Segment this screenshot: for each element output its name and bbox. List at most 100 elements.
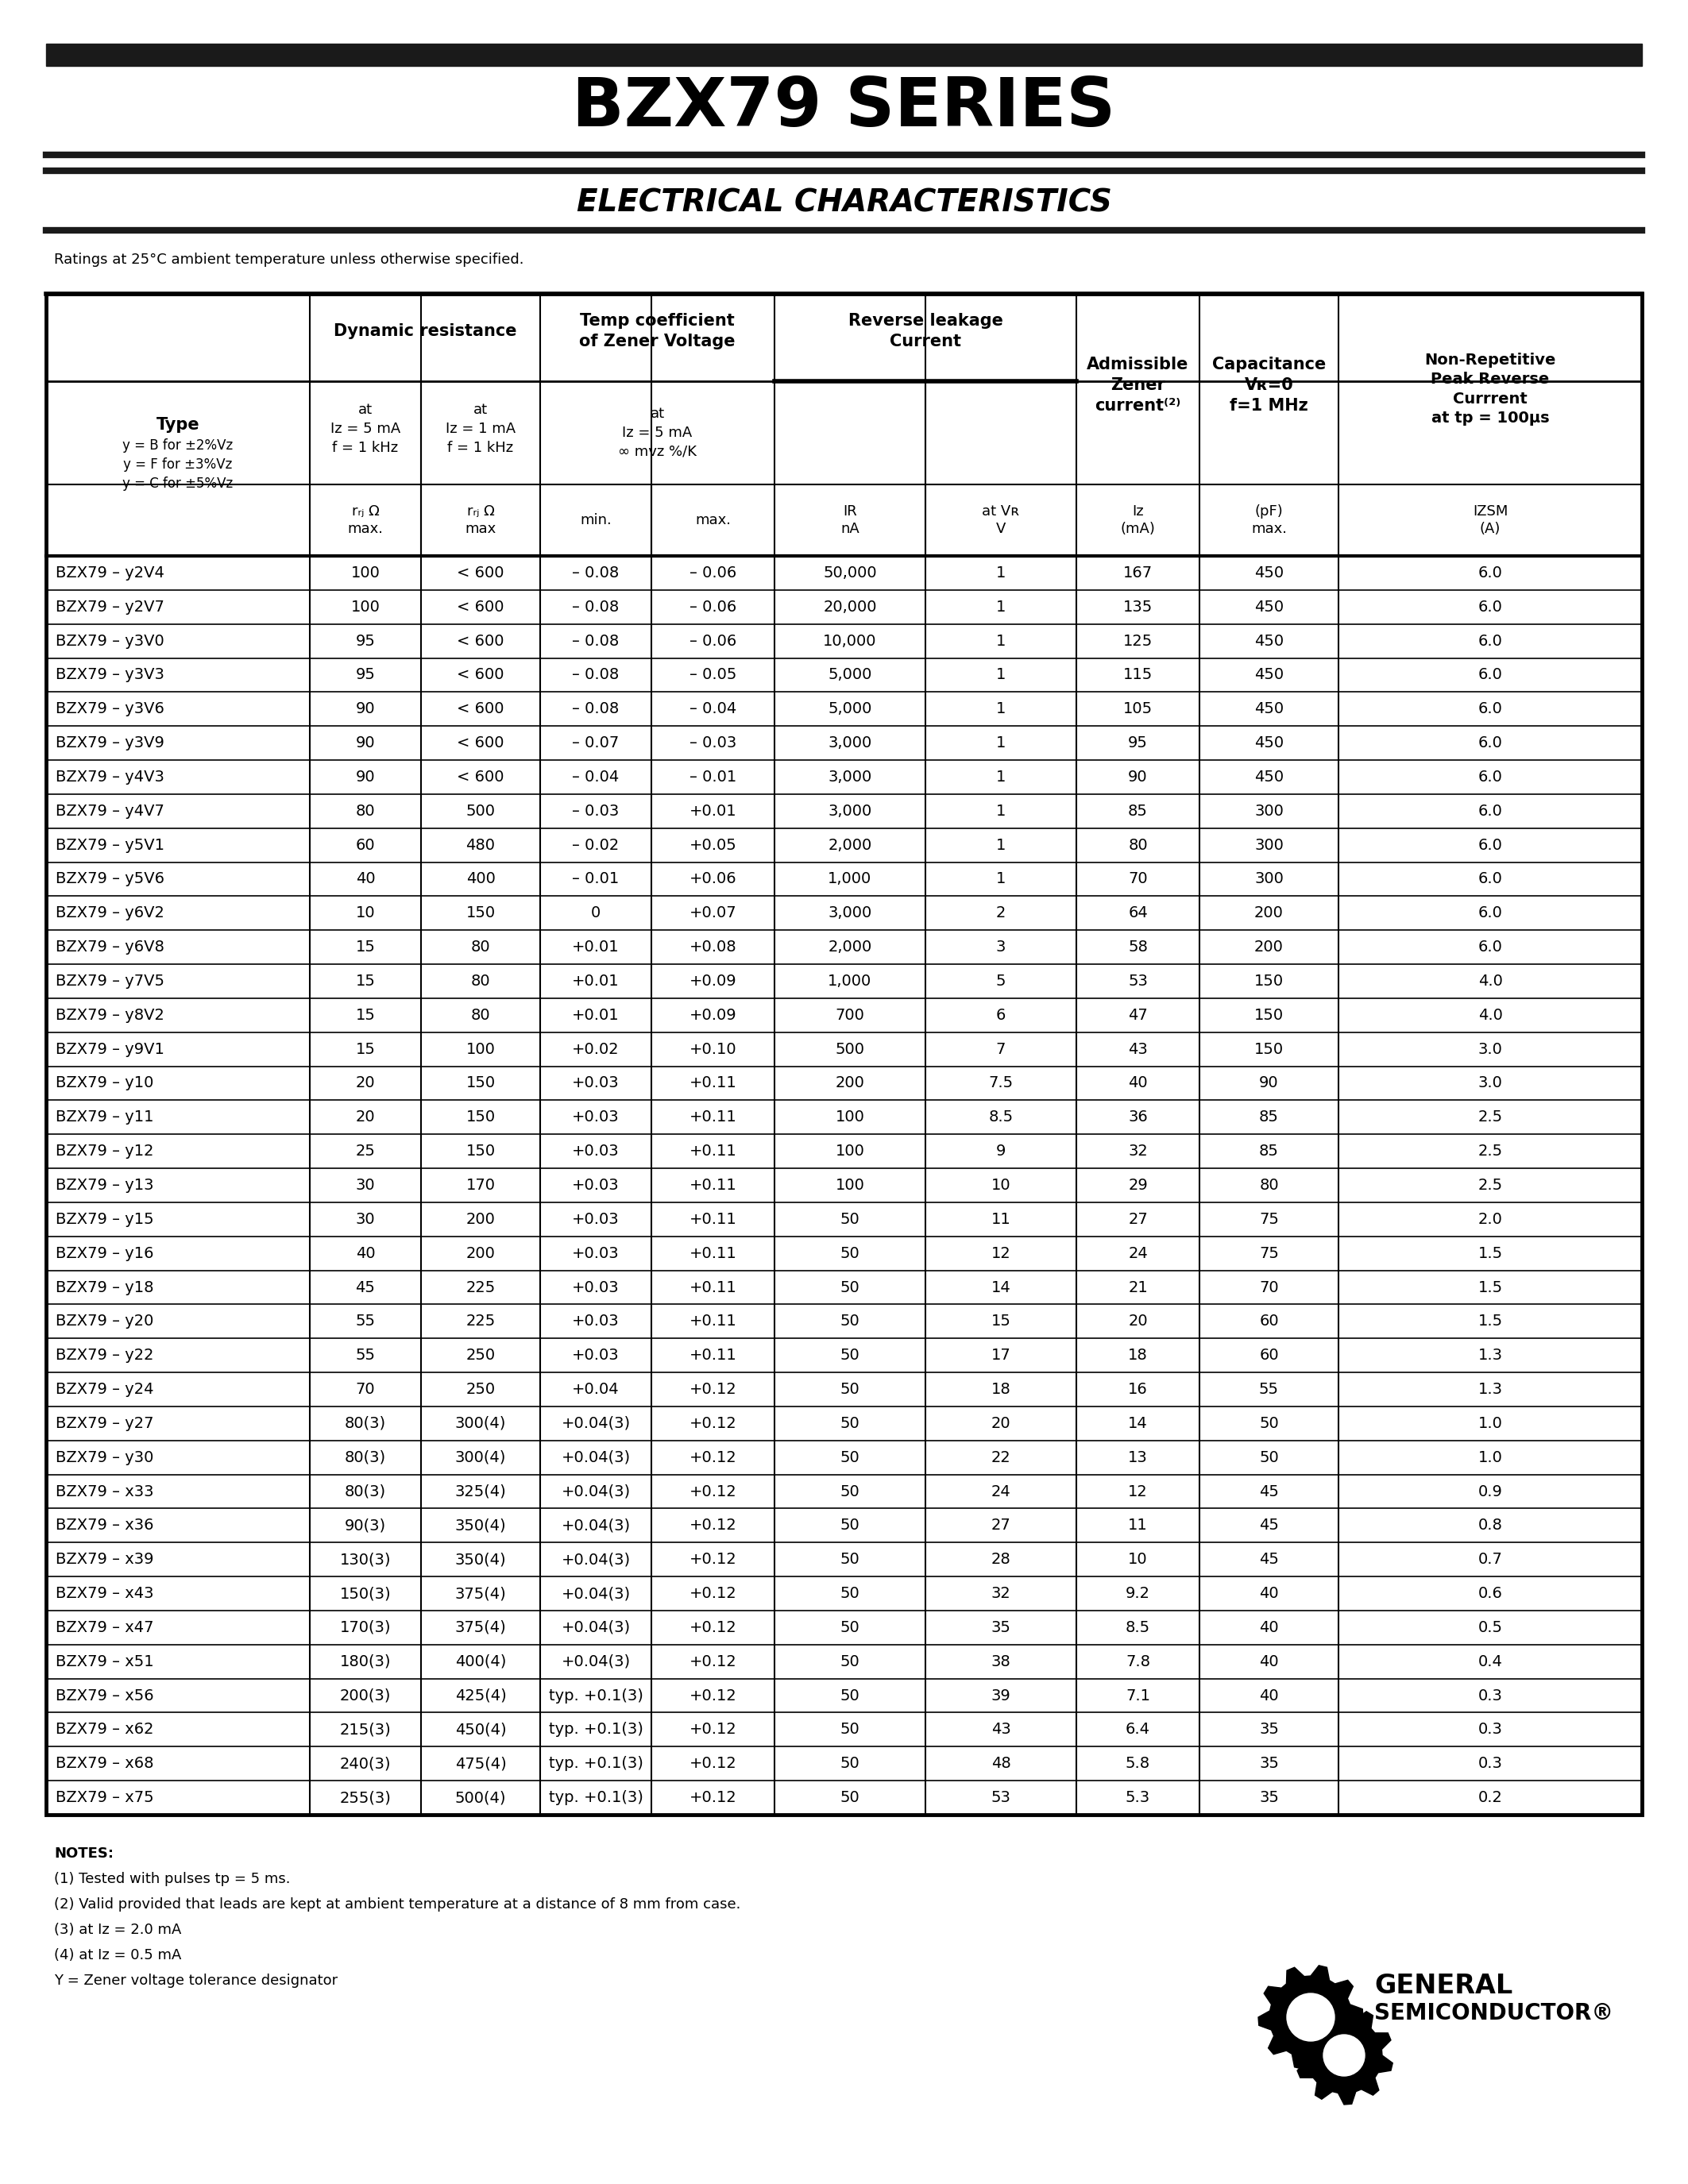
- Text: 2.5: 2.5: [1479, 1177, 1502, 1192]
- Text: BZX79 – x33: BZX79 – x33: [56, 1483, 154, 1498]
- Text: Reverse leakage
Current: Reverse leakage Current: [847, 312, 1003, 349]
- Text: +0.10: +0.10: [689, 1042, 736, 1057]
- Text: 6.0: 6.0: [1479, 836, 1502, 852]
- Text: Capacitance
Vʀ=0
f=1 MHz: Capacitance Vʀ=0 f=1 MHz: [1212, 356, 1325, 415]
- Text: 1: 1: [996, 701, 1006, 716]
- Text: 70: 70: [1128, 871, 1148, 887]
- Text: BZX79 – x75: BZX79 – x75: [56, 1791, 154, 1806]
- Text: +0.01: +0.01: [572, 939, 619, 954]
- Text: BZX79 – y4V3: BZX79 – y4V3: [56, 769, 164, 784]
- Text: BZX79 – x36: BZX79 – x36: [56, 1518, 154, 1533]
- Text: 100: 100: [836, 1144, 864, 1160]
- Text: 100: 100: [836, 1177, 864, 1192]
- Text: +0.09: +0.09: [689, 974, 736, 989]
- Text: 11: 11: [991, 1212, 1011, 1227]
- Text: +0.12: +0.12: [689, 1415, 736, 1431]
- Text: 55: 55: [356, 1315, 375, 1328]
- Text: 43: 43: [1128, 1042, 1148, 1057]
- Text: BZX79 – y18: BZX79 – y18: [56, 1280, 154, 1295]
- Text: 12: 12: [991, 1245, 1011, 1260]
- Text: 375(4): 375(4): [454, 1621, 506, 1636]
- Text: 22: 22: [991, 1450, 1011, 1465]
- Text: 40: 40: [1259, 1586, 1280, 1601]
- Text: 50,000: 50,000: [824, 566, 876, 581]
- Text: 90: 90: [1128, 769, 1148, 784]
- Text: 80: 80: [1128, 836, 1148, 852]
- Text: +0.04(3): +0.04(3): [560, 1518, 630, 1533]
- Text: 20: 20: [991, 1415, 1011, 1431]
- Circle shape: [1286, 1994, 1335, 2042]
- Text: 3.0: 3.0: [1479, 1077, 1502, 1090]
- Text: 50: 50: [841, 1348, 859, 1363]
- Text: typ. +0.1(3): typ. +0.1(3): [549, 1723, 643, 1736]
- Text: 80(3): 80(3): [344, 1415, 387, 1431]
- Text: 5,000: 5,000: [827, 668, 873, 684]
- Text: 18: 18: [1128, 1348, 1148, 1363]
- Text: 29: 29: [1128, 1177, 1148, 1192]
- Text: 80: 80: [471, 939, 490, 954]
- Text: – 0.06: – 0.06: [689, 566, 736, 581]
- Text: 18: 18: [991, 1382, 1011, 1398]
- Text: 450: 450: [1254, 769, 1285, 784]
- Text: +0.03: +0.03: [572, 1315, 619, 1328]
- Text: 450: 450: [1254, 736, 1285, 751]
- Text: +0.11: +0.11: [689, 1315, 736, 1328]
- Text: 17: 17: [991, 1348, 1011, 1363]
- Text: 450: 450: [1254, 633, 1285, 649]
- Text: +0.03: +0.03: [572, 1144, 619, 1160]
- Text: +0.12: +0.12: [689, 1723, 736, 1736]
- Text: 24: 24: [1128, 1245, 1148, 1260]
- Text: Dynamic resistance: Dynamic resistance: [334, 323, 517, 339]
- Text: 1.0: 1.0: [1479, 1450, 1502, 1465]
- Text: 2: 2: [996, 906, 1006, 922]
- Text: 1.3: 1.3: [1479, 1382, 1502, 1398]
- Text: +0.11: +0.11: [689, 1245, 736, 1260]
- Text: 13: 13: [1128, 1450, 1148, 1465]
- Text: 100: 100: [836, 1109, 864, 1125]
- Text: +0.04(3): +0.04(3): [560, 1483, 630, 1498]
- Text: 7: 7: [996, 1042, 1006, 1057]
- Bar: [46, 44, 1642, 66]
- Text: 50: 50: [841, 1212, 859, 1227]
- Text: BZX79 – y2V7: BZX79 – y2V7: [56, 598, 164, 614]
- Text: 1.0: 1.0: [1479, 1415, 1502, 1431]
- Text: 150: 150: [466, 906, 495, 922]
- Text: 170(3): 170(3): [339, 1621, 392, 1636]
- Text: 85: 85: [1259, 1144, 1280, 1160]
- Text: 130(3): 130(3): [339, 1553, 392, 1568]
- Text: BZX79 – y8V2: BZX79 – y8V2: [56, 1007, 164, 1022]
- Text: – 0.02: – 0.02: [572, 836, 619, 852]
- Text: +0.11: +0.11: [689, 1348, 736, 1363]
- Text: 50: 50: [1259, 1450, 1280, 1465]
- Text: 15: 15: [991, 1315, 1011, 1328]
- Text: < 600: < 600: [457, 668, 505, 684]
- Text: +0.11: +0.11: [689, 1212, 736, 1227]
- Text: 240(3): 240(3): [339, 1756, 392, 1771]
- Text: +0.04(3): +0.04(3): [560, 1621, 630, 1636]
- Text: 4.0: 4.0: [1479, 974, 1502, 989]
- Text: BZX79 – y3V3: BZX79 – y3V3: [56, 668, 164, 684]
- Text: – 0.04: – 0.04: [689, 701, 736, 716]
- Text: 200: 200: [836, 1077, 864, 1090]
- Text: 1,000: 1,000: [829, 871, 873, 887]
- Text: +0.03: +0.03: [572, 1177, 619, 1192]
- Text: 700: 700: [836, 1007, 864, 1022]
- Text: 255(3): 255(3): [339, 1791, 392, 1806]
- Text: +0.11: +0.11: [689, 1077, 736, 1090]
- Text: 50: 50: [841, 1245, 859, 1260]
- Text: 1.3: 1.3: [1479, 1348, 1502, 1363]
- Text: 6.0: 6.0: [1479, 633, 1502, 649]
- Text: 5: 5: [996, 974, 1006, 989]
- Text: – 0.01: – 0.01: [689, 769, 736, 784]
- Text: 1.5: 1.5: [1479, 1245, 1502, 1260]
- Text: +0.04(3): +0.04(3): [560, 1653, 630, 1669]
- Text: 15: 15: [356, 974, 375, 989]
- Text: 20: 20: [356, 1109, 375, 1125]
- Text: BZX79 – x56: BZX79 – x56: [56, 1688, 154, 1704]
- Text: BZX79 – y11: BZX79 – y11: [56, 1109, 154, 1125]
- Text: – 0.03: – 0.03: [572, 804, 619, 819]
- Text: 480: 480: [466, 836, 495, 852]
- Text: 95: 95: [356, 633, 375, 649]
- Text: 15: 15: [356, 939, 375, 954]
- Text: 40: 40: [1259, 1621, 1280, 1636]
